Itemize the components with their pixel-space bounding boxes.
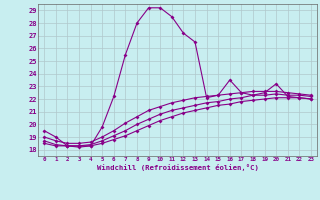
X-axis label: Windchill (Refroidissement éolien,°C): Windchill (Refroidissement éolien,°C): [97, 164, 259, 171]
